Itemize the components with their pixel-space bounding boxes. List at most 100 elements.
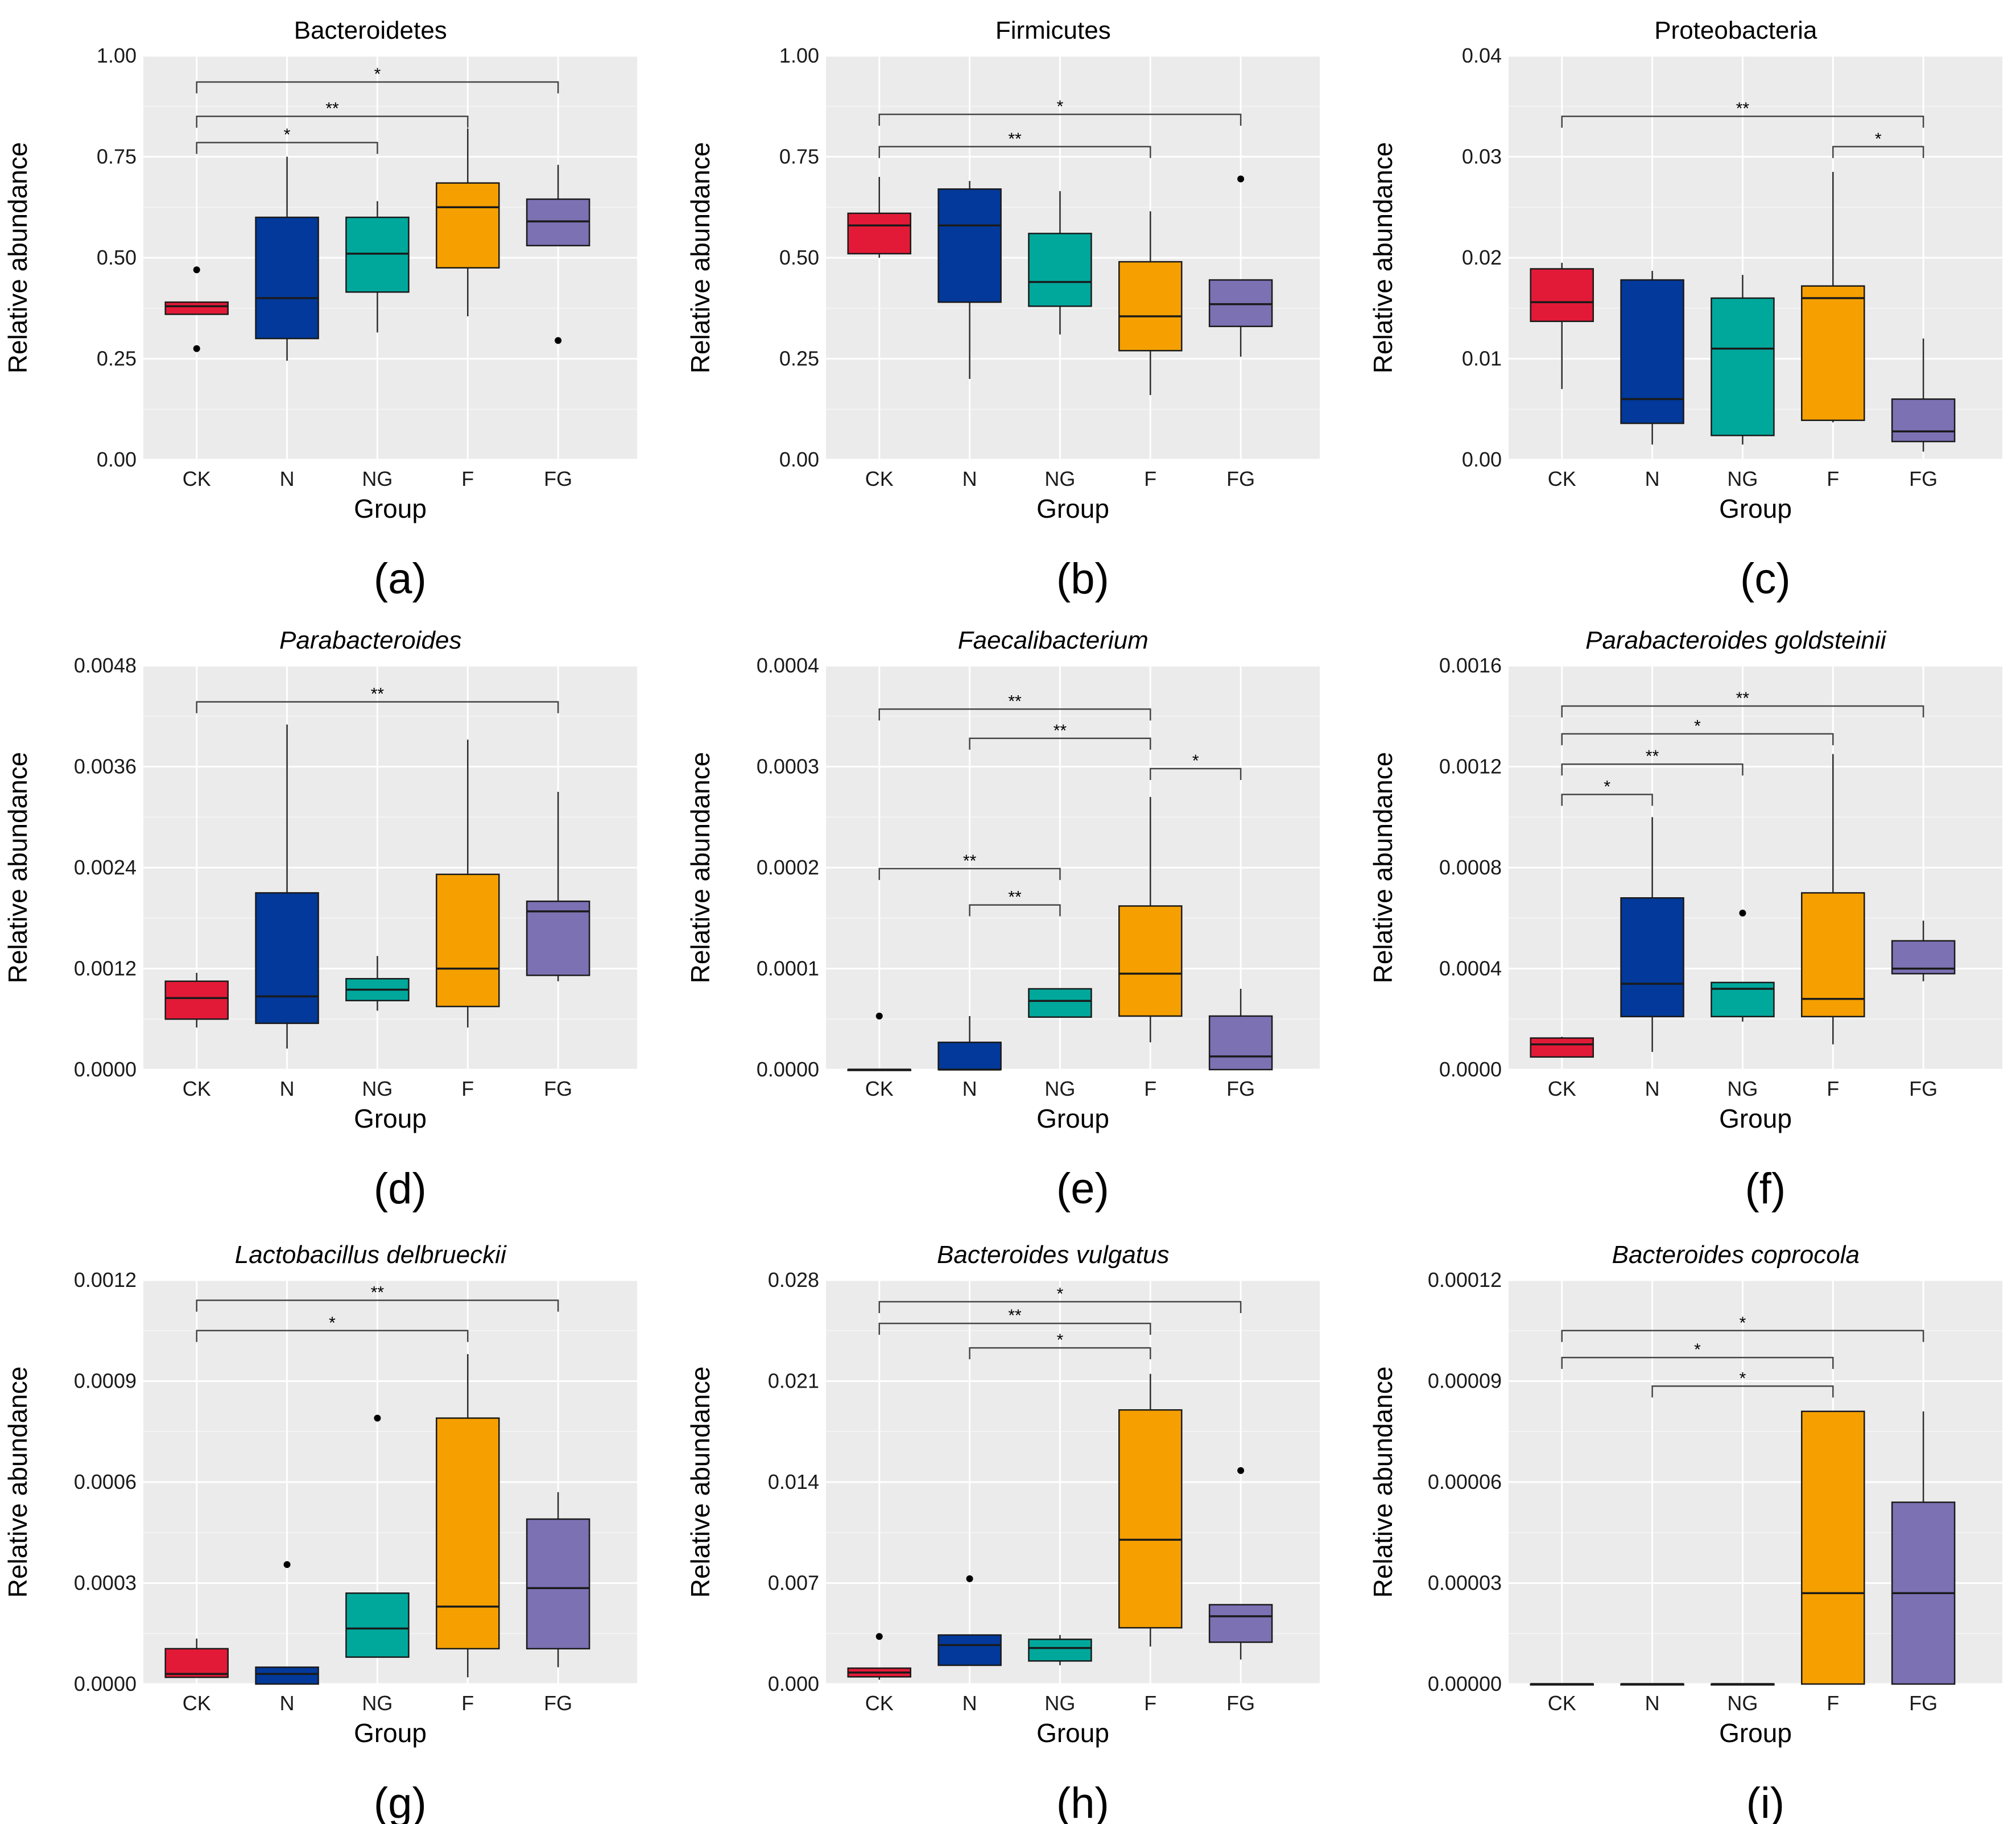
panel-label: (d) [374,1165,427,1213]
y-tick-label: 0.75 [779,145,819,168]
y-tick-label: 0.00012 [1428,1268,1502,1291]
panel-h: 0.000 0.007 0.014 0.021 0.028 CK N NG F FG Bactero… [685,1241,1320,1824]
y-tick-label: 0.0036 [74,755,137,778]
significance-label: * [374,65,381,84]
box-body [1891,398,1956,443]
panel-label: (a) [374,555,427,603]
box-F [1801,754,1865,1045]
box-body [1801,1410,1865,1685]
significance-label: ** [371,1284,385,1302]
panel-c: 0.00 0.01 0.02 0.03 0.04 CK N NG F FG Proteobacter… [1368,16,2002,603]
y-tick-label: 0.028 [768,1268,819,1291]
significance-label: ** [1008,1306,1022,1325]
box-body [1620,897,1684,1018]
y-axis-label: Relative abundance [685,752,715,984]
y-axis-label: Relative abundance [1368,142,1398,374]
x-tick-label: NG [1727,1077,1758,1100]
box-FG [1891,1411,1956,1685]
y-tick-label: 1.00 [779,44,819,67]
x-tick-label: F [461,467,474,490]
y-tick-label: 0.021 [768,1369,819,1393]
y-axis-label: Relative abundance [685,1367,715,1598]
box-body [345,1592,410,1658]
x-tick-label: CK [865,1691,894,1715]
significance-bracket [1150,767,1242,781]
y-tick-label: 0.03 [1462,145,1502,168]
box-body [1028,988,1092,1018]
box-F [1801,172,1865,423]
box-body [436,182,500,269]
box-CK [1530,262,1594,389]
significance-bracket [1561,794,1653,806]
box-N [1620,817,1684,1052]
panel-label: (e) [1056,1165,1109,1213]
panel-label: (i) [1746,1779,1785,1824]
box-FG [1891,921,1956,981]
x-tick-label: N [280,467,295,490]
significance-label: ** [1008,130,1022,148]
x-tick-label: N [280,1077,295,1100]
box-NG [1028,1635,1092,1666]
box-body [526,198,590,246]
x-axis-label: Group [354,1718,427,1748]
x-axis-label: Group [1036,1104,1109,1133]
box-N [1620,1683,1684,1686]
significance-bracket [1832,146,1924,158]
x-tick-label: N [1645,1077,1660,1100]
outlier-point [875,1012,883,1020]
y-axis-label: Relative abundance [685,142,715,374]
significance-label: * [1057,1331,1064,1350]
significance-bracket [1561,705,1924,717]
panel-i: 0.00000 0.00003 0.00006 0.00009 0.00012 CK N NG… [1368,1241,2002,1824]
outlier-point [1237,175,1245,183]
x-axis-label: Group [1719,1104,1792,1133]
y-tick-label: 0.25 [779,347,819,370]
box-body [1028,233,1092,307]
box-CK [1530,1683,1594,1686]
box-N [255,1561,319,1685]
box-body [1208,279,1273,327]
y-tick-label: 0.00 [97,448,137,471]
y-tick-label: 0.0012 [74,957,137,980]
y-tick-label: 0.0002 [757,856,819,879]
box-body [1118,905,1183,1017]
x-tick-label: FG [544,467,572,490]
box-FG [526,791,590,981]
box-FG [1208,1467,1273,1660]
x-tick-label: F [1827,1691,1839,1715]
box-NG [1711,275,1775,445]
outlier-point [966,1575,973,1582]
panel-title: Bacteroides vulgatus [937,1241,1169,1269]
y-tick-label: 0.0000 [757,1058,819,1081]
outlier-point [875,1633,883,1640]
box-body [436,1417,500,1650]
x-tick-label: CK [183,467,211,490]
box-CK [164,972,229,1028]
significance-label: ** [1736,689,1750,708]
x-tick-label: F [1827,1077,1839,1100]
significance-bracket [1561,763,1744,776]
box-body [937,1634,1002,1666]
outlier-point [193,345,200,352]
box-F [436,740,500,1028]
box-CK [847,177,911,258]
box-body [1711,981,1775,1018]
significance-label: ** [963,852,977,870]
x-tick-label: FG [1909,1077,1937,1100]
significance-label: * [1694,717,1701,736]
box-body [937,188,1002,303]
box-body [436,873,500,1008]
y-tick-label: 0.0008 [1439,856,1502,879]
panel-g: 0.0000 0.0003 0.0006 0.0009 0.0012 CK N NG F FG La… [3,1241,637,1824]
x-tick-label: FG [1226,1077,1255,1100]
box-body [1028,1639,1092,1662]
panel-label: (f) [1745,1165,1786,1213]
y-tick-label: 0.0003 [74,1571,137,1595]
y-tick-label: 0.0009 [74,1369,137,1393]
box-NG [345,956,410,1011]
x-tick-label: NG [1044,467,1075,490]
box-NG [345,201,410,333]
box-body [255,216,319,340]
y-tick-label: 0.75 [97,145,137,168]
